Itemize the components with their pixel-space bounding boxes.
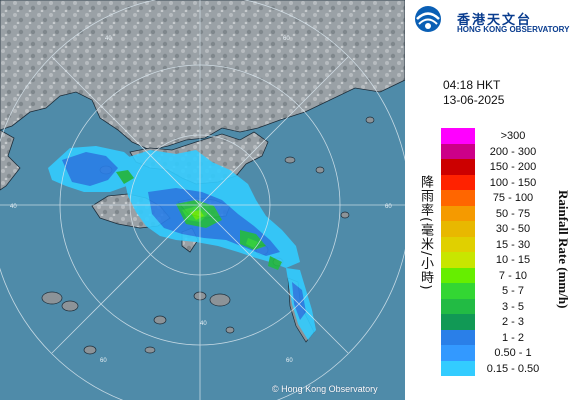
range-label: 60 [283,36,290,42]
legend-label: 5 - 7 [501,285,524,297]
legend-title-en: Rainfall Rate (mm/h) [556,190,571,309]
radar-map-svg: 40 60 40 60 60 40 60 [0,0,405,400]
timestamp: 04:18 HKT 13-06-2025 [443,78,504,108]
range-label: 40 [105,36,112,42]
hko-logo: 香港天文台 HONG KONG OBSERVATORY [413,4,577,34]
range-rings [0,0,405,400]
legend-swatch [441,360,475,376]
range-label: 60 [385,204,392,210]
legend-swatch [441,314,475,330]
range-label: 40 [200,321,207,327]
legend-label: 15 - 30 [495,238,531,251]
org-name-cn: 香港天文台 [457,13,533,28]
legend-swatch [441,252,475,268]
legend-label: >300 [500,130,526,142]
radar-map: 40 60 40 60 60 40 60 © Hong Kong Observa… [0,0,405,400]
info-panel: 香港天文台 HONG KONG OBSERVATORY 04:18 HKT 13… [405,0,577,400]
copyright-notice: © Hong Kong Observatory [272,384,378,394]
range-label: 60 [100,358,107,364]
legend-swatch [441,174,475,190]
range-labels: 40 60 40 60 60 40 60 [10,36,392,364]
legend-swatch [441,298,475,314]
legend-swatch [441,159,475,175]
legend-label: 0.15 - 0.50 [486,362,540,375]
legend-swatch [441,221,475,237]
west-land [0,129,21,191]
range-label: 40 [10,204,17,210]
legend-label: 1 - 2 [501,331,524,344]
mainland [0,0,405,151]
hko-logo-icon [415,6,441,32]
legend-swatch [441,205,475,221]
legend-label: 200 - 300 [489,145,537,158]
legend-swatch [441,190,475,206]
org-name-en: HONG KONG OBSERVATORY [457,25,570,34]
legend-label: 0.50 - 1 [494,347,532,359]
legend-label: 75 - 100 [492,192,534,204]
legend-swatch [441,283,475,299]
legend-swatch [441,236,475,252]
legend-label: 50 - 75 [495,207,531,220]
legend-label: 150 - 200 [489,161,537,173]
legend-label: 7 - 10 [498,269,528,282]
legend-label: 2 - 3 [501,316,524,328]
legend-swatch [441,143,475,159]
legend-title-cn: 降雨率(毫米/小時) [418,175,433,291]
observation-time: 04:18 HKT [443,78,501,92]
range-label: 60 [286,358,293,364]
legend-swatch [441,329,475,345]
legend-label: 10 - 15 [495,254,531,266]
legend-swatch [441,128,475,144]
legend-swatch [441,345,475,361]
legend-label: 3 - 5 [501,300,524,313]
observation-date: 13-06-2025 [443,93,505,107]
legend-label: 30 - 50 [495,223,531,235]
legend-label: 100 - 150 [489,176,537,189]
legend-swatch [441,267,475,283]
